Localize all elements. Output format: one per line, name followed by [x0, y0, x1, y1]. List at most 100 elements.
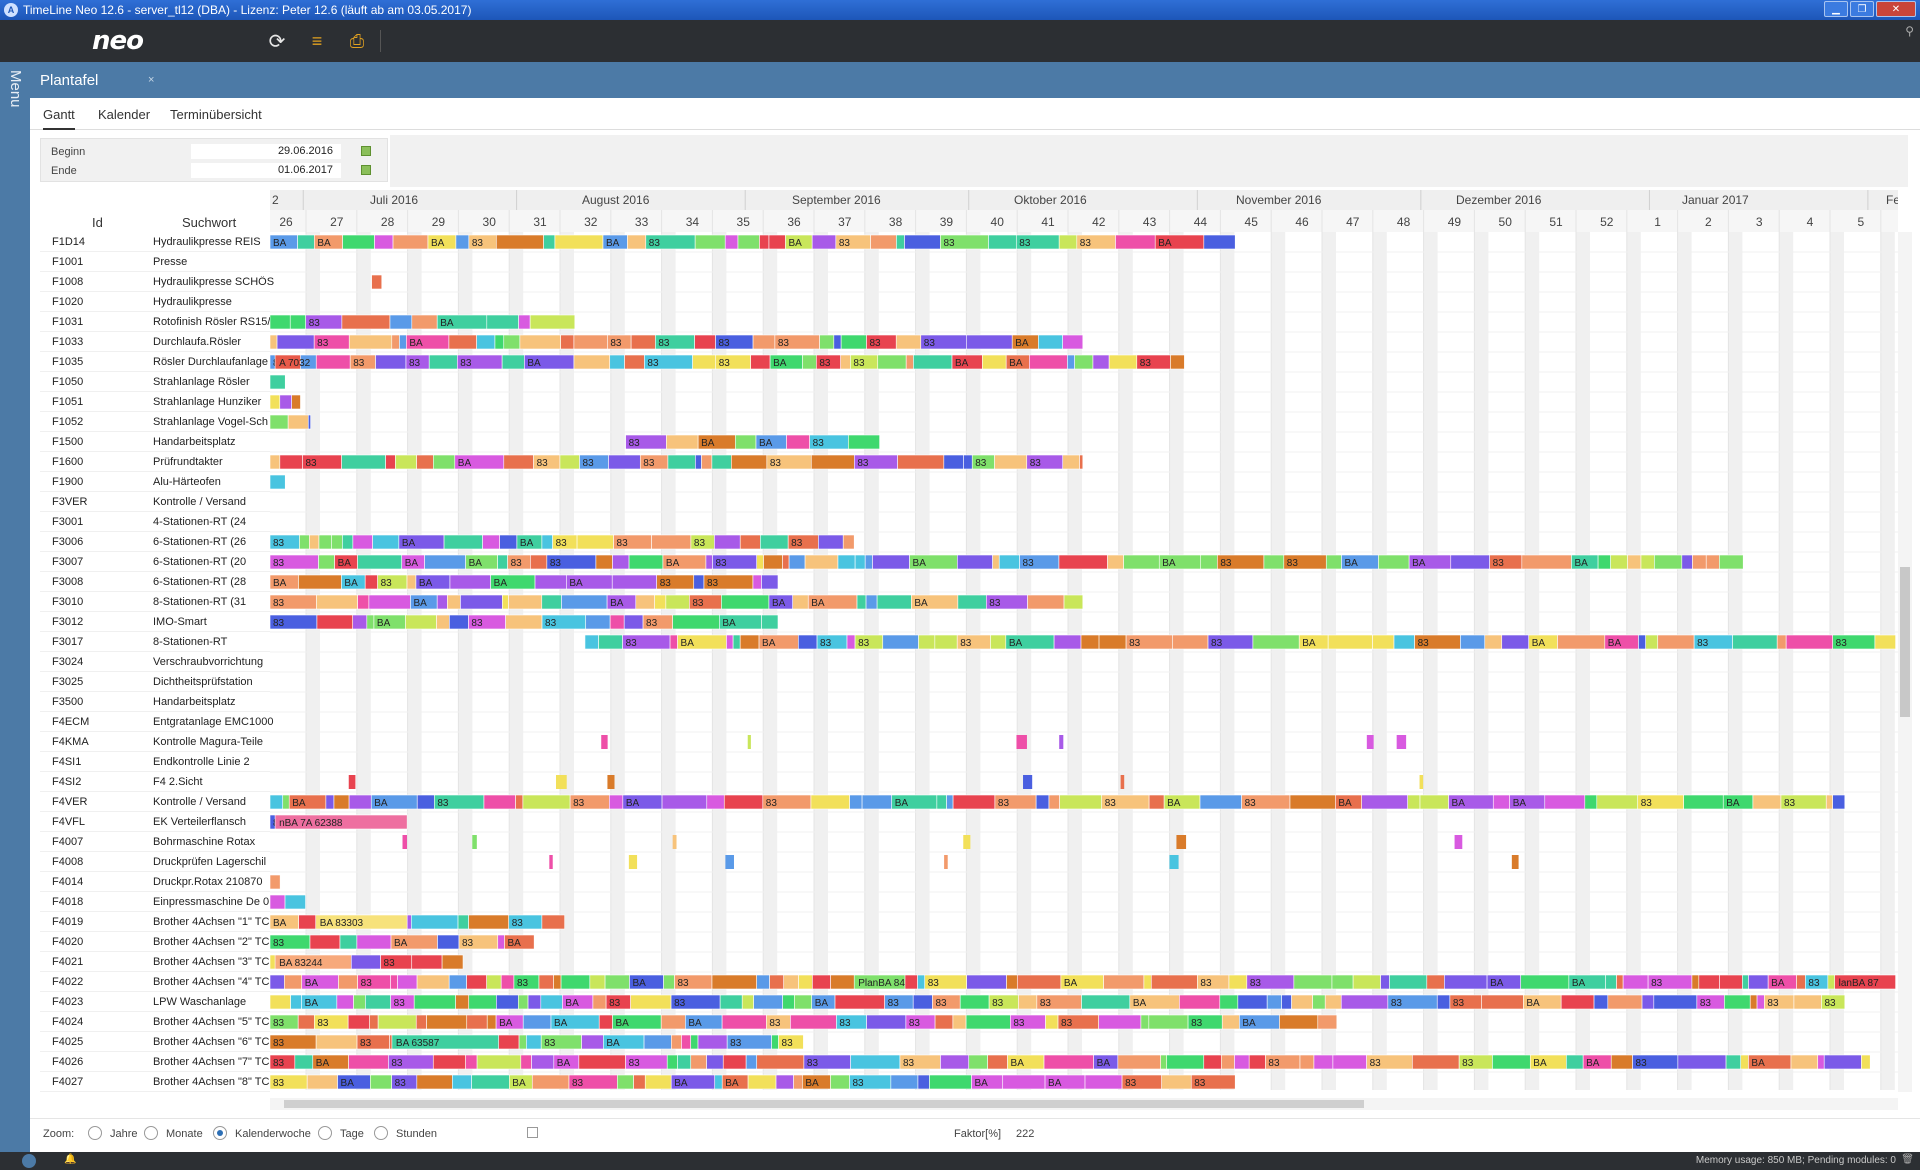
bell-icon[interactable]: 🔔 [64, 1154, 77, 1165]
zoom-option-label[interactable]: Jahre [110, 1128, 138, 1140]
resource-suchwort: Kontrolle / Versand [153, 796, 246, 808]
resource-row[interactable]: F4024 Brother 4Achsen "5" TC [40, 1012, 270, 1032]
resource-row[interactable]: F4VER Kontrolle / Versand [40, 792, 270, 812]
menu-label[interactable]: Menu [7, 70, 24, 108]
resource-row[interactable]: F4008 Druckprüfen Lagerschil [40, 852, 270, 872]
task-bar [1098, 634, 1127, 650]
task-bar-label: 83 [545, 618, 557, 629]
begin-date-field[interactable]: 29.06.2016 [191, 144, 341, 159]
resource-id: F1050 [52, 376, 84, 388]
resource-row[interactable]: F4KMA Kontrolle Magura-Teile [40, 732, 270, 752]
column-header-id[interactable]: Id [92, 215, 103, 230]
zoom-radio-kalenderwoche[interactable] [213, 1126, 227, 1140]
scroll-thumb[interactable] [1900, 567, 1910, 717]
vertical-scrollbar[interactable] [1898, 232, 1912, 1092]
task-bar [735, 434, 757, 450]
zoom-radio-stunden[interactable] [374, 1126, 388, 1140]
task-bar [966, 974, 1007, 990]
resource-row[interactable]: F1001 Presse [40, 252, 270, 272]
resource-row[interactable]: F3017 8-Stationen-RT [40, 632, 270, 652]
resource-row[interactable]: F4007 Bohrmaschine Rotax [40, 832, 270, 852]
task-bar [306, 1074, 338, 1090]
resource-row[interactable]: F1600 Prüfrundtakter [40, 452, 270, 472]
resource-row[interactable]: F4020 Brother 4Achsen "2" TC [40, 932, 270, 952]
resource-row[interactable]: F3012 IMO-Smart [40, 612, 270, 632]
calendar-icon[interactable] [361, 146, 371, 156]
week-label: 47 [1346, 215, 1360, 229]
resource-row[interactable]: F1051 Strahlanlage Hunziker [40, 392, 270, 412]
resource-row[interactable]: F4027 Brother 4Achsen "8" TC [40, 1072, 270, 1092]
zoom-radio-monate[interactable] [144, 1126, 158, 1140]
zoom-option-label[interactable]: Monate [166, 1128, 203, 1140]
trash-icon[interactable]: 🗑 [1901, 1154, 1914, 1165]
tab-kalender[interactable]: Kalender [98, 107, 151, 122]
resource-row[interactable]: F3500 Handarbeitsplatz [40, 692, 270, 712]
calendar-icon[interactable] [361, 165, 371, 175]
resource-row[interactable]: F3024 Verschraubvorrichtung [40, 652, 270, 672]
resource-row[interactable]: F4023 LPW Waschanlage [40, 992, 270, 1012]
resource-row[interactable]: F1008 Hydraulikpresse SCHÖS [40, 272, 274, 292]
resource-row[interactable]: F4026 Brother 4Achsen "7" TC [40, 1052, 270, 1072]
column-header-suchwort[interactable]: Suchwort [182, 215, 237, 230]
resource-row[interactable]: F3VER Kontrolle / Versand [40, 492, 270, 512]
resource-row[interactable]: F3007 6-Stationen-RT (20 [40, 552, 270, 572]
end-date-field[interactable]: 01.06.2017 [191, 163, 341, 178]
resource-row[interactable]: F4021 Brother 4Achsen "3" TC [40, 952, 270, 972]
resource-row[interactable]: F4014 Druckpr.Rotax 210870 [40, 872, 270, 892]
resource-row[interactable]: F4022 Brother 4Achsen "4" TC [40, 972, 270, 992]
panel-close-icon[interactable]: × [148, 74, 155, 86]
task-bar [432, 1054, 466, 1070]
user-icon[interactable] [22, 1154, 36, 1168]
resource-row[interactable]: F3006 6-Stationen-RT (26 [40, 532, 270, 552]
zoom-option-label[interactable]: Stunden [396, 1128, 437, 1140]
task-bar-label: 83 [1462, 1058, 1474, 1069]
resource-row[interactable]: F1D14 Hydraulikpresse REIS [40, 232, 270, 252]
zoom-option-label[interactable]: Tage [340, 1128, 364, 1140]
resource-row[interactable]: F4ECM Entgratanlage EMC1000 [40, 712, 273, 732]
minimize-icon[interactable]: ▁ [1824, 1, 1848, 17]
faktor-value[interactable]: 222 [1016, 1128, 1035, 1140]
gantt-chart[interactable]: 2 Juli 2016 August 2016 September 2016 Oktob… [270, 190, 1898, 1090]
close-icon[interactable]: ✕ [1876, 1, 1916, 17]
resource-row[interactable]: F1020 Hydraulikpresse [40, 292, 270, 312]
resource-row[interactable]: F1033 Durchlaufa.Rösler [40, 332, 270, 352]
resource-row[interactable]: F3025 Dichtheitsprüfstation [40, 672, 270, 692]
resource-row[interactable]: F3008 6-Stationen-RT (28 [40, 572, 270, 592]
resource-row[interactable]: F1900 Alu-Härteofen [40, 472, 270, 492]
resource-row[interactable]: F1050 Strahlanlage Rösler [40, 372, 270, 392]
resource-row[interactable]: F4VFL EK Verteilerflansch [40, 812, 270, 832]
print-icon[interactable]: ⎙ [349, 30, 365, 51]
zoom-radio-jahre[interactable] [88, 1126, 102, 1140]
tab-gantt[interactable]: Gantt [43, 107, 75, 130]
task-bar [1081, 994, 1131, 1010]
zoom-option-label[interactable]: Kalenderwoche [235, 1128, 311, 1140]
scroll-thumb[interactable] [284, 1100, 1364, 1108]
tab-terminuebersicht[interactable]: Terminübersicht [170, 107, 262, 122]
task-bar [1861, 1054, 1871, 1070]
resource-row[interactable]: F1031 Rotofinish Rösler RS15/ [40, 312, 270, 332]
option-checkbox[interactable] [527, 1127, 538, 1138]
resource-row[interactable]: F4018 Einpressmaschine De 0 [40, 892, 270, 912]
refresh-icon[interactable]: ⟳ [268, 30, 286, 53]
resource-row[interactable]: F4SI2 F4 2.Sicht [40, 772, 270, 792]
task-bar [486, 314, 519, 330]
side-menu-strip[interactable]: Menu [0, 62, 30, 1152]
resource-row[interactable]: F3010 8-Stationen-RT (31 [40, 592, 270, 612]
task-bar-label: 83 [770, 458, 782, 469]
gantt-icon[interactable]: ≡ [311, 30, 323, 51]
resource-row[interactable]: F4SI1 Endkontrolle Linie 2 [40, 752, 270, 772]
resource-row[interactable]: F1035 Rösler Durchlaufanlage [40, 352, 270, 372]
maximize-icon[interactable]: ❐ [1850, 1, 1874, 17]
pin-icon[interactable]: ⚲ [1905, 24, 1914, 38]
task-bar [1610, 554, 1628, 570]
resource-row[interactable]: F1052 Strahlanlage Vogel-Sch [40, 412, 270, 432]
resource-row[interactable]: F4019 Brother 4Achsen "1" TC [40, 912, 270, 932]
resource-row[interactable]: F4025 Brother 4Achsen "6" TC [40, 1032, 270, 1052]
resource-row[interactable]: F3001 4-Stationen-RT (24 [40, 512, 270, 532]
resource-id: F3007 [52, 556, 84, 568]
zoom-radio-tage[interactable] [318, 1126, 332, 1140]
resource-row[interactable]: F1500 Handarbeitsplatz [40, 432, 270, 452]
task-bar [943, 454, 964, 470]
task-bar-label: 83 [556, 538, 568, 549]
horizontal-scrollbar[interactable] [270, 1098, 1898, 1110]
